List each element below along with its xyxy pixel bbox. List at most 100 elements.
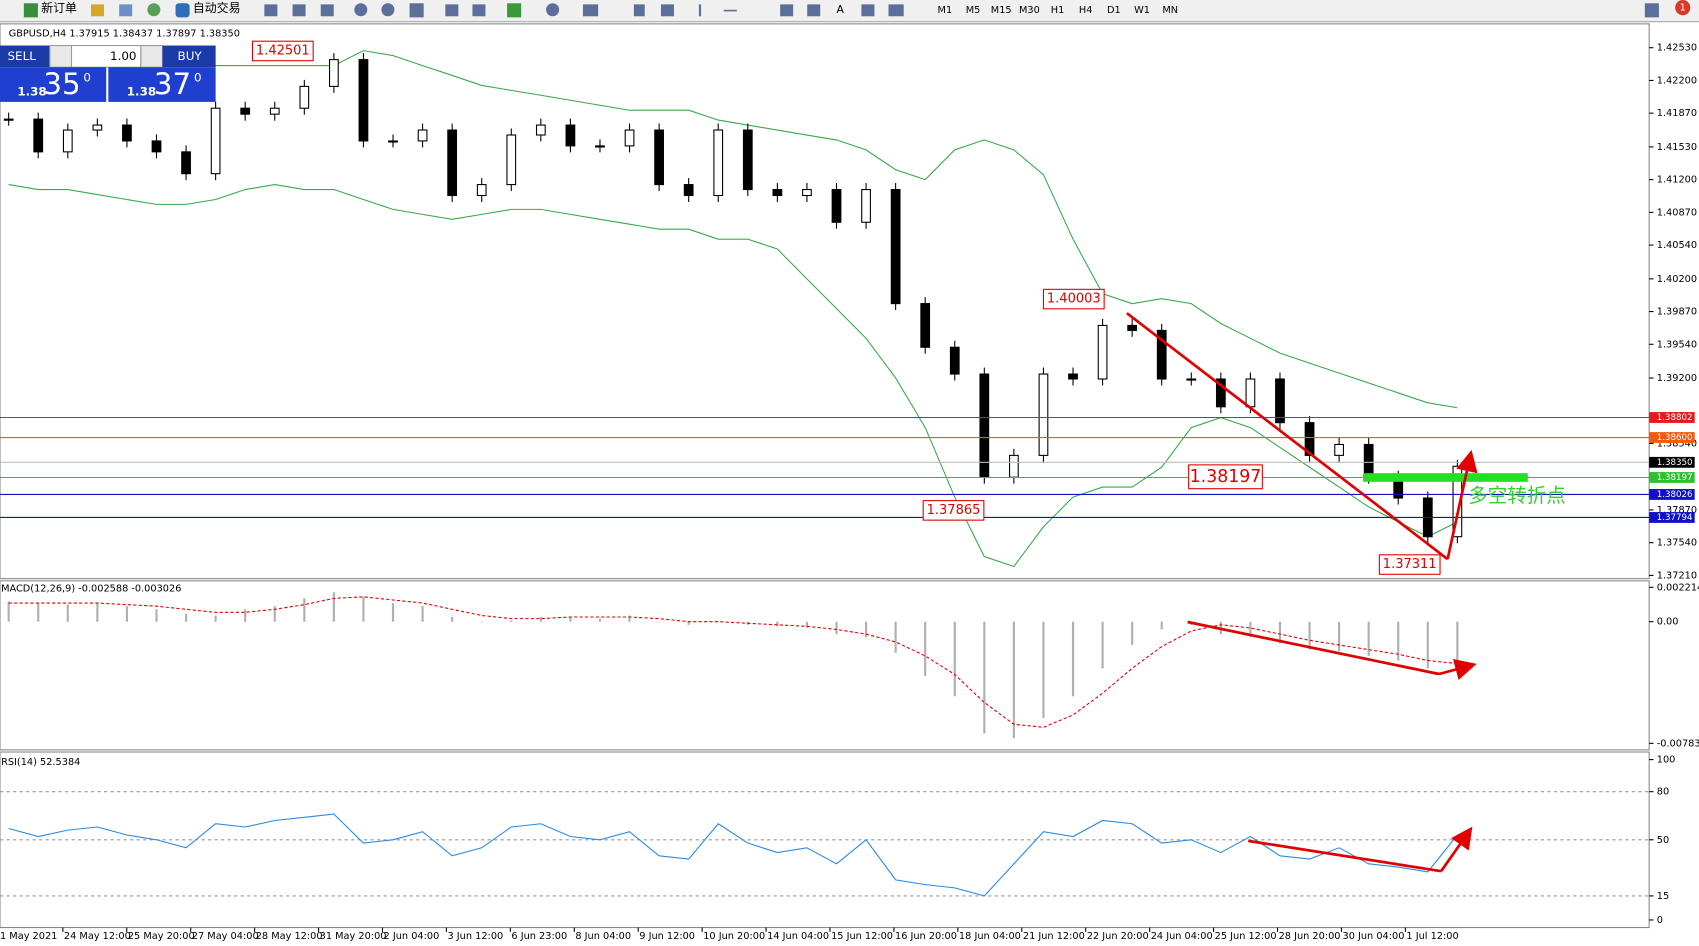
toolbar-icon[interactable] bbox=[409, 3, 424, 18]
candle-body bbox=[388, 140, 398, 143]
alert-count[interactable]: 1 bbox=[1680, 3, 1686, 14]
timeframe-button[interactable]: D1 bbox=[1107, 5, 1121, 16]
timeframe-button[interactable]: M15 bbox=[991, 5, 1012, 16]
price-tick-label: 1.40870 bbox=[1657, 207, 1697, 218]
buy-price-point[interactable]: 0 bbox=[194, 71, 202, 85]
timeframe-button[interactable]: M5 bbox=[966, 5, 981, 16]
price-level-label: 1.38600 bbox=[1657, 433, 1693, 443]
buy-price-pips[interactable]: 37 bbox=[154, 67, 191, 101]
toolbar-icon[interactable] bbox=[807, 4, 821, 17]
toolbar-icon[interactable] bbox=[660, 4, 674, 17]
toolbar-icon[interactable] bbox=[381, 3, 395, 17]
macd-bar bbox=[953, 621, 956, 697]
price-level-label: 1.37794 bbox=[1657, 513, 1693, 523]
candle-body bbox=[181, 151, 191, 175]
new-order-button[interactable]: 新订单 bbox=[41, 1, 77, 15]
price-tick-label: 1.39540 bbox=[1657, 339, 1697, 350]
toolbar-icon[interactable] bbox=[723, 9, 737, 12]
lots-up[interactable] bbox=[140, 44, 164, 68]
toolbar-icon[interactable] bbox=[292, 4, 306, 17]
search-icon[interactable] bbox=[1644, 3, 1659, 18]
sell-price-box[interactable] bbox=[0, 67, 107, 102]
time-tick-label: 21 Jun 12:00 bbox=[1023, 931, 1085, 942]
macd-bar bbox=[37, 603, 40, 622]
macd-bar bbox=[1249, 621, 1252, 638]
buy-label[interactable]: BUY bbox=[178, 49, 203, 63]
toolbar-icon[interactable] bbox=[582, 4, 599, 17]
time-tick-label: 9 Jun 12:00 bbox=[639, 931, 695, 942]
price-tick-label: 1.41200 bbox=[1657, 175, 1697, 186]
timeframe-button[interactable]: H1 bbox=[1051, 5, 1065, 16]
toolbar-icon[interactable] bbox=[888, 4, 904, 17]
timeframe-button[interactable]: H4 bbox=[1079, 5, 1093, 16]
price-level-tag bbox=[1649, 472, 1695, 483]
toolbar-icon[interactable] bbox=[91, 4, 105, 17]
rsi-tick-label: 50 bbox=[1657, 835, 1669, 846]
macd-bar bbox=[1426, 621, 1429, 669]
macd-arrow bbox=[1438, 659, 1477, 680]
toolbar-icon[interactable] bbox=[507, 3, 522, 18]
sell-label[interactable]: SELL bbox=[7, 49, 36, 63]
candle-body bbox=[1009, 454, 1019, 478]
candle-body bbox=[329, 59, 339, 87]
time-tick-label: 27 May 04:00 bbox=[192, 931, 259, 942]
macd-bar bbox=[7, 601, 10, 622]
candle-body bbox=[713, 129, 724, 197]
auto-trading-button[interactable]: 自动交易 bbox=[193, 1, 241, 15]
sell-price-point[interactable]: 0 bbox=[83, 71, 91, 85]
candle-body bbox=[3, 118, 14, 121]
buy-price-big[interactable]: 1.38 bbox=[127, 85, 156, 99]
macd-bar bbox=[717, 621, 720, 623]
macd-bar bbox=[1160, 621, 1163, 630]
candle-body bbox=[920, 303, 931, 348]
macd-bar bbox=[658, 621, 661, 623]
time-tick-label: 28 May 12:00 bbox=[256, 931, 323, 942]
timeframe-button[interactable]: M1 bbox=[938, 5, 953, 16]
sell-button[interactable] bbox=[0, 45, 50, 68]
price-annotation: 1.38197 bbox=[1190, 467, 1262, 487]
toolbar-icon[interactable] bbox=[698, 4, 702, 17]
price-annotation: 1.40003 bbox=[1047, 292, 1101, 307]
new-order-icon[interactable] bbox=[23, 3, 38, 18]
toolbar-icon[interactable] bbox=[147, 3, 161, 17]
sell-price-pips[interactable]: 35 bbox=[43, 67, 80, 101]
lots-down[interactable] bbox=[49, 44, 73, 68]
rsi-tick-label: 15 bbox=[1657, 891, 1669, 902]
toolbar-icon[interactable] bbox=[354, 3, 368, 17]
time-tick-label: 25 May 20:00 bbox=[128, 931, 195, 942]
price-level-tag bbox=[1649, 432, 1695, 443]
toolbar-icon[interactable] bbox=[546, 3, 560, 17]
alert-badge[interactable] bbox=[1675, 0, 1691, 16]
buy-button[interactable] bbox=[162, 45, 216, 68]
toolbar-icon[interactable] bbox=[320, 4, 334, 17]
buy-price-box[interactable] bbox=[108, 67, 216, 102]
macd-bar bbox=[1308, 621, 1311, 650]
toolbar-icon[interactable] bbox=[264, 4, 278, 17]
toolbar-icon[interactable] bbox=[780, 4, 794, 17]
timeframe-button[interactable]: M30 bbox=[1019, 5, 1040, 16]
candle-body bbox=[890, 189, 901, 305]
macd-bar bbox=[332, 592, 335, 622]
macd-bar bbox=[510, 620, 513, 622]
macd-bar bbox=[805, 621, 809, 628]
timeframe-button[interactable]: W1 bbox=[1134, 5, 1150, 16]
candle-body bbox=[772, 189, 783, 197]
text-tool[interactable]: A bbox=[836, 3, 844, 16]
toolbar-icon[interactable] bbox=[445, 4, 459, 17]
toolbar-icon[interactable] bbox=[633, 4, 645, 17]
time-tick-label: 8 Jun 04:00 bbox=[575, 931, 631, 942]
timeframe-button[interactable]: MN bbox=[1162, 5, 1178, 16]
macd-bar bbox=[864, 621, 868, 638]
price-annotation-box bbox=[1042, 288, 1105, 310]
sell-price-big[interactable]: 1.38 bbox=[17, 85, 46, 99]
price-tick-label: 1.40200 bbox=[1657, 274, 1697, 285]
macd-bar bbox=[155, 609, 158, 622]
price-level-label: 1.38026 bbox=[1657, 490, 1693, 500]
toolbar-icon[interactable] bbox=[861, 4, 875, 17]
toolbar-icon[interactable] bbox=[472, 4, 486, 17]
auto-trading-icon[interactable] bbox=[175, 3, 190, 18]
toolbar-icon[interactable] bbox=[119, 4, 133, 17]
lots-value[interactable]: 1.00 bbox=[110, 49, 137, 63]
price-tick-label: 1.38540 bbox=[1657, 438, 1697, 449]
